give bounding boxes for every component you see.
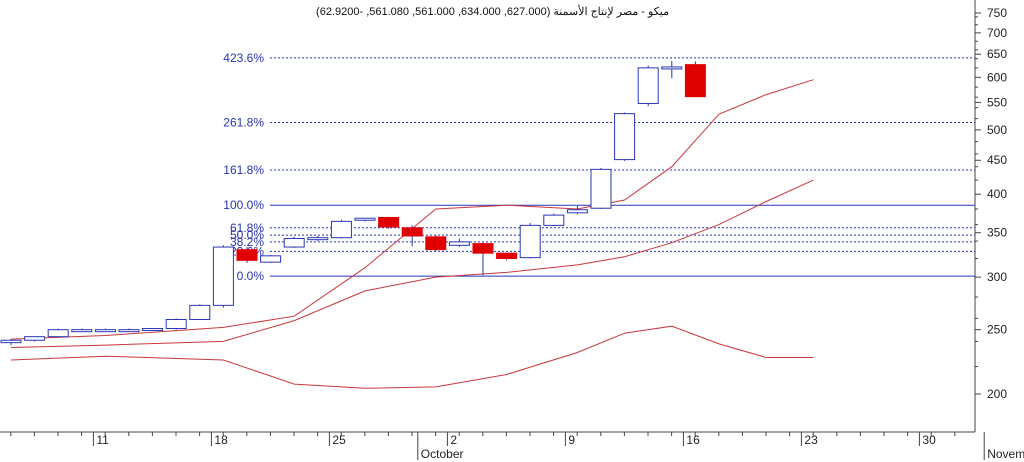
y-tick-label: 350 (987, 226, 1007, 240)
x-tick-label: 25 (332, 433, 346, 447)
month-label: November (987, 447, 1024, 461)
candle (543, 213, 565, 227)
candle (47, 328, 69, 338)
y-tick-label: 600 (987, 70, 1007, 84)
candle-body (189, 304, 211, 320)
bollinger-lower-line (10, 325, 814, 389)
y-tick-label: 250 (987, 323, 1007, 337)
candle (142, 328, 164, 332)
y-tick-label: 400 (987, 187, 1007, 201)
candle (496, 252, 518, 261)
fib-label: 423.6% (223, 51, 264, 65)
x-tick-label: 16 (686, 433, 700, 447)
candlestick-series (0, 60, 706, 346)
candle (661, 60, 683, 79)
candle (566, 205, 588, 215)
candle (165, 318, 187, 330)
y-tick-label: 300 (987, 270, 1007, 284)
y-tick-label: 750 (987, 6, 1007, 20)
x-tick-label: 18 (214, 433, 228, 447)
candle-body (24, 336, 46, 341)
y-tick-label: 450 (987, 153, 1007, 167)
candle-body (260, 255, 282, 263)
candle (590, 168, 612, 209)
fib-label: 38.2% (230, 235, 264, 249)
x-tick-label: 9 (568, 433, 575, 447)
candle-body (236, 249, 258, 261)
candle (71, 328, 93, 333)
candle-body (307, 237, 329, 241)
y-tick-label: 700 (987, 26, 1007, 40)
candle-body (590, 168, 612, 209)
candle (24, 336, 46, 342)
fib-label: 61.8% (230, 221, 264, 235)
bollinger-bands (10, 79, 814, 389)
candle-body (425, 236, 447, 251)
candle (94, 328, 116, 333)
candle (684, 61, 706, 98)
candle-body (94, 329, 116, 333)
candle (401, 225, 423, 247)
candle (212, 245, 234, 308)
candle (448, 238, 470, 248)
candle-body (354, 217, 376, 221)
candle (519, 222, 541, 259)
candle-body (283, 238, 305, 248)
fib-label: 261.8% (223, 115, 264, 129)
candle (260, 254, 282, 264)
candle-body (165, 318, 187, 330)
candle (307, 236, 329, 242)
x-tick-label: 11 (96, 433, 109, 447)
candle-body (118, 329, 140, 333)
candle-body (661, 66, 683, 70)
x-tick-label: 23 (804, 433, 818, 447)
y-tick-label: 200 (987, 387, 1007, 401)
candle-body (472, 243, 494, 254)
fib-label: 50.0% (230, 228, 264, 242)
x-tick-label: 2 (450, 433, 457, 447)
candle (472, 242, 494, 276)
x-tick-label: 30 (922, 433, 936, 447)
y-tick-label: 500 (987, 123, 1007, 137)
y-tick-label: 650 (987, 47, 1007, 61)
candle-body (566, 209, 588, 214)
candle-body (637, 67, 659, 104)
candle (0, 339, 22, 346)
candle (354, 217, 376, 222)
candle-body (684, 64, 706, 98)
chart-title: ميكو - مصر لإنتاج الأسمنة (627.000, 634.… (316, 4, 669, 18)
candle-body (142, 328, 164, 332)
month-label: October (421, 447, 464, 461)
bollinger-upper-line (10, 79, 814, 340)
candle-body (614, 113, 636, 161)
candle (378, 216, 400, 229)
candle-body (378, 216, 400, 228)
fib-label: 0.0% (237, 269, 265, 283)
candle-body (71, 329, 93, 333)
candle-body (496, 252, 518, 260)
candle (118, 328, 140, 333)
candle-body (212, 246, 234, 306)
candle-body (448, 241, 470, 246)
candle-body (519, 224, 541, 259)
candle-body (47, 329, 69, 338)
candle (614, 112, 636, 161)
candle-body (330, 220, 352, 239)
y-tick-label: 550 (987, 95, 1007, 109)
candle (637, 65, 659, 107)
candle-body (543, 214, 565, 226)
candle (330, 219, 352, 239)
fibonacci-levels: 423.6%261.8%161.8%100.0%61.8%50.0%38.2%2… (223, 51, 975, 283)
candle-body (0, 339, 22, 344)
fib-label: 161.8% (223, 163, 264, 177)
candle (189, 304, 211, 320)
candle (425, 235, 447, 252)
bollinger-middle-line (10, 179, 814, 348)
fib-label: 100.0% (223, 198, 264, 212)
candle (283, 236, 305, 248)
candle-body (401, 227, 423, 237)
candle (236, 247, 258, 264)
